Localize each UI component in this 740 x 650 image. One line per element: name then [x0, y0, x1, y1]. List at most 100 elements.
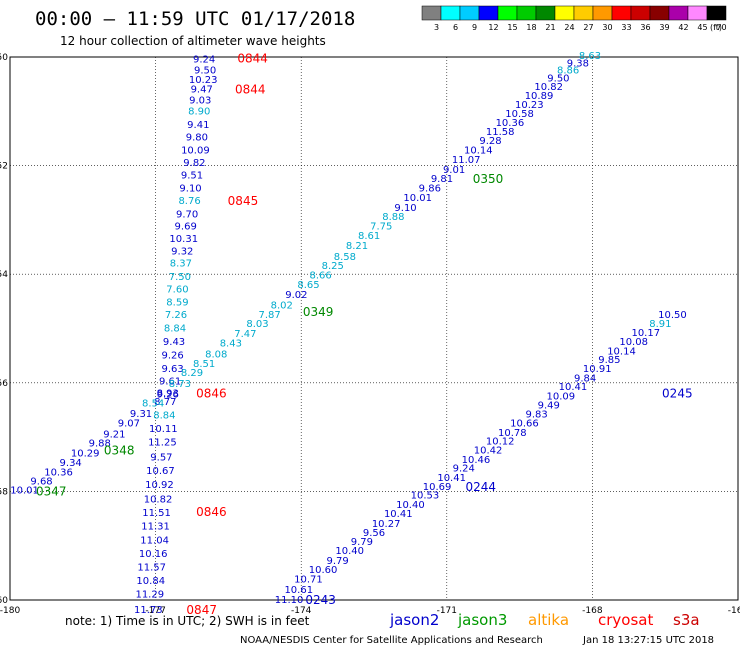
- swh-value: 9.10: [179, 183, 201, 194]
- swh-value: 10.82: [144, 495, 173, 506]
- y-tick-label: -58: [0, 487, 8, 497]
- swh-value: 9.81: [431, 174, 453, 185]
- swh-value: 10.42: [474, 446, 503, 457]
- legend-swatch: [687, 5, 708, 21]
- footer-credit: NOAA/NESDIS Center for Satellite Applica…: [240, 635, 543, 646]
- swh-value: 9.26: [161, 351, 183, 362]
- swh-value: 9.61: [159, 377, 181, 388]
- y-tick-label: -56: [0, 379, 8, 389]
- swh-value: 11.31: [141, 522, 170, 533]
- x-tick-label: -177: [145, 606, 165, 616]
- swh-value: 8.21: [346, 241, 368, 252]
- swh-value: 10.50: [658, 310, 687, 321]
- swh-value: 9.85: [598, 355, 620, 366]
- time-label: 0350: [473, 172, 504, 186]
- swh-value: 8.54: [142, 398, 164, 409]
- y-tick-label: -50: [0, 53, 8, 63]
- swh-value: 8.43: [220, 339, 242, 350]
- swh-value: 10.08: [619, 337, 648, 348]
- swh-value: 9.79: [351, 537, 373, 548]
- swh-value: 9.31: [130, 409, 152, 420]
- swh-value: 8.84: [164, 324, 186, 335]
- legend-unit: (ft): [710, 23, 722, 32]
- swh-value: 10.40: [335, 546, 364, 557]
- swh-value: 9.24: [193, 55, 215, 66]
- swh-value: 8.93: [157, 389, 179, 400]
- swh-value: 9.80: [186, 132, 208, 143]
- legend-swatch: [554, 5, 575, 21]
- swh-value: 8.63: [579, 51, 601, 62]
- swh-value: 8.58: [334, 252, 356, 263]
- data-points: 9.249.5010.239.479.038.909.419.8010.099.…: [10, 51, 687, 616]
- swh-value: 9.56: [363, 528, 385, 539]
- swh-value: 8.02: [271, 301, 293, 312]
- swh-value: 10.14: [464, 145, 493, 156]
- chart-title: 00:00 – 11:59 UTC 01/17/2018: [35, 8, 355, 30]
- swh-value: 9.38: [567, 59, 589, 70]
- legend-label: 9: [472, 23, 477, 32]
- swh-value: 9.86: [419, 183, 441, 194]
- swh-value: 9.50: [547, 74, 569, 85]
- swh-value: 10.82: [534, 82, 563, 93]
- time-label: 0846: [196, 505, 227, 519]
- swh-value: 11.29: [135, 590, 164, 601]
- x-tick-label: -180: [0, 606, 20, 616]
- swh-value: 9.68: [30, 477, 52, 488]
- swh-value: 10.23: [515, 100, 544, 111]
- swh-value: 11.73: [134, 605, 163, 616]
- time-label: 0347: [36, 484, 67, 498]
- swh-value: 9.88: [89, 439, 111, 450]
- legend-label: 36: [640, 23, 650, 32]
- legend-swatch: [668, 5, 689, 21]
- swh-value: 10.41: [559, 382, 588, 393]
- swh-value: 10.60: [309, 565, 338, 576]
- swh-value: 9.41: [187, 120, 209, 131]
- swh-value: 8.65: [297, 280, 319, 291]
- swh-value: 10.41: [437, 473, 466, 484]
- swh-value: 10.92: [145, 480, 174, 491]
- swh-value: 9.79: [326, 556, 348, 567]
- satellite-name: s3a: [673, 611, 700, 629]
- swh-value: 10.36: [496, 118, 525, 129]
- swh-value: 9.07: [118, 419, 140, 430]
- swh-value: 8.61: [358, 231, 380, 242]
- legend-label: 27: [583, 23, 593, 32]
- swh-value: 10.11: [149, 424, 178, 435]
- legend-label: 6: [453, 23, 458, 32]
- legend-label: 30: [602, 23, 612, 32]
- satellite-name: cryosat: [598, 611, 653, 629]
- y-tick-label: -54: [0, 270, 8, 280]
- time-label: 0244: [465, 480, 496, 494]
- plot-border: [9, 56, 739, 601]
- time-label: 0847: [186, 603, 217, 617]
- swh-value: 7.26: [165, 310, 187, 321]
- x-tick-label: -165: [728, 606, 740, 616]
- legend-swatch: [592, 5, 613, 21]
- x-tick-label: -174: [291, 606, 312, 616]
- x-tick-label: -171: [437, 606, 457, 616]
- swh-value: 10.71: [294, 574, 323, 585]
- swh-value: 9.26: [157, 390, 179, 401]
- swh-value: 9.49: [538, 401, 560, 412]
- legend-label: 39: [659, 23, 669, 32]
- legend-swatch: [459, 5, 480, 21]
- time-labels: 0844 0844 0845 0846 0846 0847 0350 0349 0348 0347…: [36, 52, 693, 617]
- swh-value: 9.69: [175, 221, 197, 232]
- swh-value: 11.51: [142, 508, 171, 519]
- legend-label: 33: [621, 23, 631, 32]
- footer-timestamp: Jan 18 13:27:15 UTC 2018: [582, 635, 714, 646]
- swh-value: 8.86: [557, 66, 579, 77]
- swh-value: 7.60: [166, 284, 188, 295]
- y-tick-label: -60: [0, 596, 8, 606]
- chart-subtitle: 12 hour collection of altimeter wave hei…: [60, 34, 326, 48]
- satellite-name: jason2: [389, 611, 439, 629]
- legend-swatch: [630, 5, 651, 21]
- swh-value: 9.47: [191, 85, 213, 96]
- swh-value: 8.29: [181, 368, 203, 379]
- swh-value: 7.87: [259, 310, 281, 321]
- time-label: 0844: [237, 52, 268, 66]
- swh-value: 8.77: [154, 397, 176, 408]
- swh-value: 8.59: [166, 297, 188, 308]
- swh-value: 10.89: [525, 91, 554, 102]
